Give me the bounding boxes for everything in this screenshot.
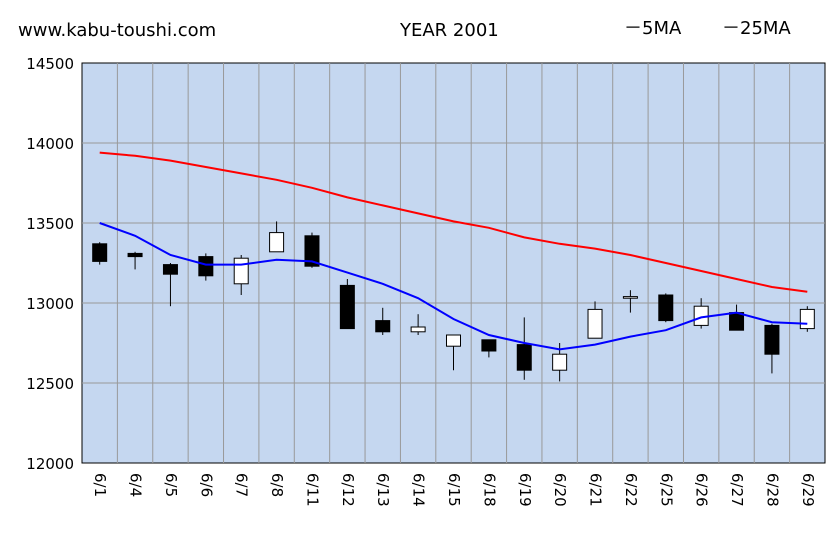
legend-ma5: －5MA [624, 18, 682, 39]
candle [516, 317, 532, 380]
x-tick-label: 6/26 [693, 473, 711, 507]
candle-body [552, 353, 568, 371]
x-tick-label: 6/15 [445, 473, 463, 507]
candle-body [587, 308, 603, 339]
candle [622, 290, 638, 313]
y-tick-label: 13500 [26, 215, 74, 233]
candle [375, 307, 391, 335]
candle [764, 323, 780, 374]
candle-body [799, 308, 815, 330]
candle [693, 298, 709, 329]
candle [658, 293, 674, 323]
x-tick-label: 6/29 [799, 473, 817, 507]
candle [446, 334, 461, 371]
candle [339, 279, 355, 330]
candle [410, 314, 426, 335]
x-tick-label: 6/19 [516, 473, 534, 507]
candle-body [658, 294, 674, 322]
y-tick-label: 14000 [26, 135, 74, 153]
ma-line-5ma [99, 222, 808, 351]
moving-average-lines [99, 151, 808, 351]
candle [304, 232, 320, 268]
x-tick-label: 6/28 [763, 473, 781, 507]
x-tick-label: 6/5 [162, 473, 180, 497]
candle-body [446, 334, 461, 347]
candle [127, 251, 143, 270]
candle [269, 221, 285, 253]
x-tick-label: 6/6 [197, 473, 215, 497]
candle [162, 263, 178, 307]
x-tick-label: 6/12 [339, 473, 357, 507]
x-axis-ticks: 6/1 6/4 6/5 6/6 6/7 6/8 6/11 6/12 6/13 6/14 6/15 6/… [91, 473, 817, 507]
candle-body [764, 324, 780, 355]
x-tick-label: 6/21 [587, 473, 605, 507]
x-tick-label: 6/7 [233, 473, 251, 497]
candle-body [516, 344, 532, 371]
y-tick-label: 13000 [26, 295, 74, 313]
candle-body [233, 257, 249, 285]
x-tick-label: 6/18 [480, 473, 498, 507]
x-tick-label: 6/25 [657, 473, 675, 507]
site-title: www.kabu-toushi.com [18, 20, 216, 41]
candle [587, 301, 603, 339]
candle-body [198, 256, 214, 277]
x-tick-label: 6/14 [410, 473, 428, 507]
x-tick-label: 6/11 [303, 473, 321, 507]
candle-body [729, 312, 745, 331]
candle-body [339, 284, 355, 330]
candle-body [304, 235, 320, 267]
x-tick-label: 6/22 [622, 473, 640, 507]
y-tick-label: 12000 [26, 455, 74, 473]
x-tick-label: 6/20 [551, 473, 569, 507]
x-tick-label: 6/4 [127, 473, 145, 497]
candle [729, 304, 745, 331]
legend-ma25: －25MA [722, 18, 791, 39]
x-tick-label: 6/1 [91, 473, 109, 497]
candle-body [481, 339, 497, 352]
candle [799, 306, 815, 332]
x-tick-label: 6/13 [374, 473, 392, 507]
y-axis-ticks: 12000 12500 13000 13500 14000 14500 [26, 55, 74, 473]
candle [481, 339, 497, 358]
y-tick-label: 12500 [26, 375, 74, 393]
candle-body [127, 252, 143, 258]
candle-body [622, 296, 638, 299]
y-tick-label: 14500 [26, 55, 74, 73]
candle-body [162, 264, 178, 275]
year-title: YEAR 2001 [399, 20, 499, 41]
candle-body [269, 232, 285, 253]
candle [198, 253, 214, 281]
candle [92, 242, 108, 265]
candle-body [410, 326, 426, 333]
plot-area [81, 62, 826, 464]
x-tick-label: 6/8 [268, 473, 286, 497]
ma-line-25ma [99, 151, 808, 293]
x-tick-label: 6/27 [728, 473, 746, 507]
candle-body [375, 320, 391, 333]
candle-body [92, 243, 108, 262]
